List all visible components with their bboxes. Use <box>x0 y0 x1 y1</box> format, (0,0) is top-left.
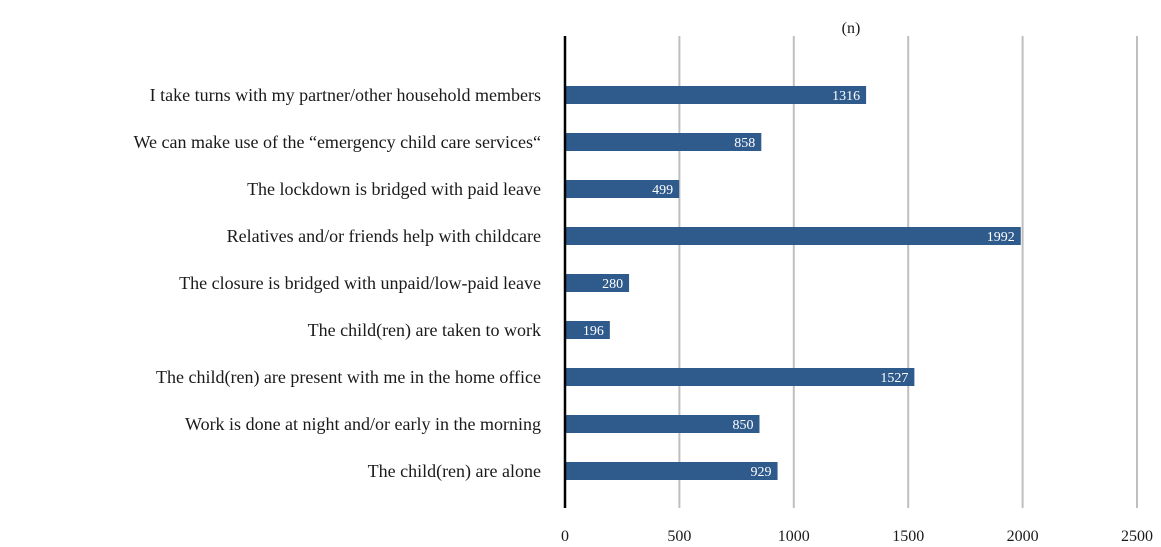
category-label: The child(ren) are alone <box>368 461 541 482</box>
data-label: 1527 <box>880 371 908 386</box>
category-label: The closure is bridged with unpaid/low-p… <box>179 273 541 293</box>
data-label: 858 <box>734 136 755 151</box>
data-label: 929 <box>751 465 772 480</box>
bar <box>565 462 778 480</box>
bar <box>565 86 867 104</box>
bar <box>565 321 610 339</box>
data-label: 1992 <box>987 230 1015 245</box>
data-label: 850 <box>732 418 753 433</box>
x-axis-ticks: 0 500 1000 1500 2000 2500 <box>561 528 1153 545</box>
unit-label: (n) <box>842 20 861 37</box>
bar <box>565 274 630 292</box>
data-label: 499 <box>652 183 673 198</box>
category-label: The lockdown is bridged with paid leave <box>247 179 541 199</box>
data-label: 1316 <box>832 89 860 104</box>
bars: 1316 858 499 1992 280 196 1527 850 929 <box>565 86 1021 480</box>
x-tick-label: 2500 <box>1121 528 1153 545</box>
category-labels: I take turns with my partner/other house… <box>133 85 541 482</box>
bar <box>565 415 760 433</box>
category-label: We can make use of the “emergency child … <box>133 132 541 152</box>
x-tick-label: 1000 <box>778 528 810 545</box>
x-tick-label: 2000 <box>1007 528 1039 545</box>
data-label: 280 <box>602 277 623 292</box>
x-tick-label: 1500 <box>892 528 924 545</box>
bar <box>565 133 762 151</box>
x-tick-label: 0 <box>561 528 569 545</box>
category-label: Work is done at night and/or early in th… <box>185 414 541 434</box>
gridlines <box>678 36 1138 508</box>
bar <box>565 180 680 198</box>
x-tick-label: 500 <box>667 528 691 545</box>
bar <box>565 227 1021 245</box>
category-label: The child(ren) are present with me in th… <box>156 367 541 388</box>
category-label: I take turns with my partner/other house… <box>150 85 541 105</box>
data-label: 196 <box>583 324 604 339</box>
bar <box>565 368 915 386</box>
category-label: Relatives and/or friends help with child… <box>227 226 541 246</box>
category-label: The child(ren) are taken to work <box>308 320 541 341</box>
